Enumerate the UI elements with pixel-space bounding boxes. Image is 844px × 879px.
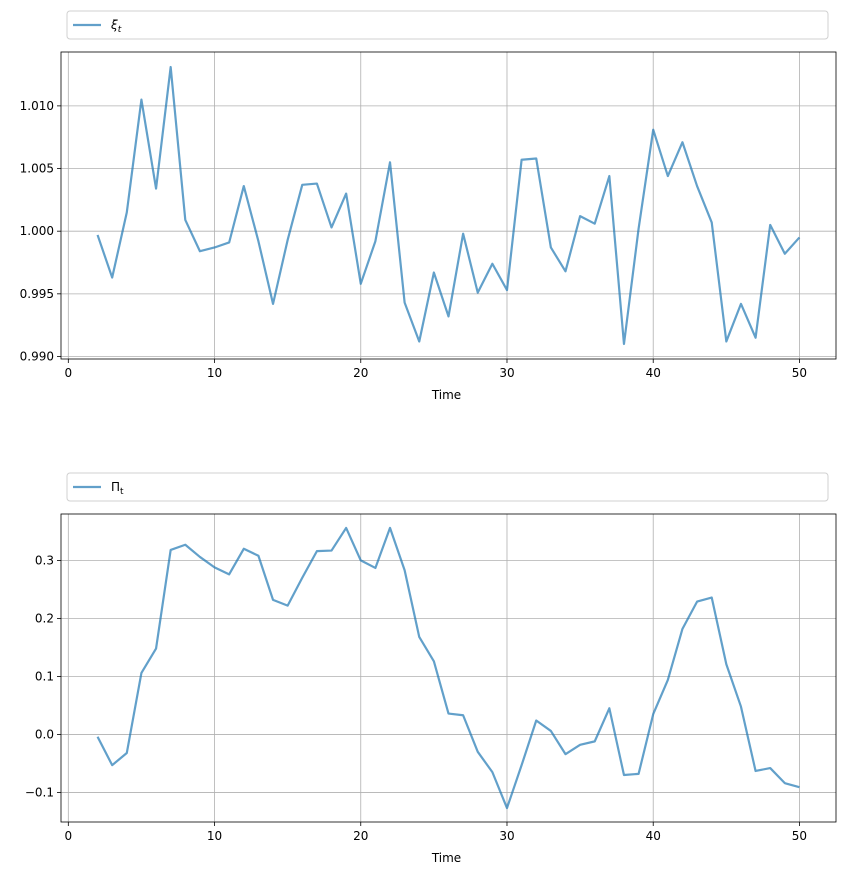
legend-label: Πt xyxy=(111,480,124,497)
x-tick-label: 10 xyxy=(207,366,222,380)
x-tick-label: 10 xyxy=(207,829,222,843)
x-axis-label: Time xyxy=(431,388,461,402)
y-tick-label: 0.0 xyxy=(35,727,54,741)
x-tick-label: 50 xyxy=(792,366,807,380)
x-tick-label: 50 xyxy=(792,829,807,843)
chart-2-axes-frame xyxy=(60,513,837,823)
y-tick-label: 0.1 xyxy=(35,669,54,683)
y-tick-label: 1.010 xyxy=(20,99,54,113)
y-tick-label: 0.990 xyxy=(20,349,54,363)
chart-2-series-line xyxy=(96,526,800,810)
legend-label: ξt xyxy=(110,18,122,35)
chart-1-legend: ξt xyxy=(66,10,829,40)
x-tick-label: 0 xyxy=(64,366,72,380)
x-tick-label: 30 xyxy=(499,829,514,843)
chart-1-series-line xyxy=(96,65,801,346)
x-tick-label: 30 xyxy=(499,366,514,380)
chart-2-grid xyxy=(61,514,836,822)
legend-box xyxy=(66,10,829,40)
y-tick-label: −0.1 xyxy=(25,785,54,799)
x-tick-label: 40 xyxy=(646,366,661,380)
y-tick-label: 0.3 xyxy=(35,553,54,567)
y-tick-label: 1.000 xyxy=(20,224,54,238)
x-tick-label: 20 xyxy=(353,829,368,843)
x-tick-label: 20 xyxy=(353,366,368,380)
legend-box xyxy=(66,472,829,502)
chart-1: ξt 0 10 20 30 40 50 0.990 0.995 1.000 1.005 1.010 Ti… xyxy=(20,10,837,402)
y-tick-label: 0.2 xyxy=(35,611,54,625)
chart-2: Πt 0 10 20 30 40 50 −0.1 0.0 0.1 0.2 0.3 Time xyxy=(25,472,837,865)
chart-1-axes-frame xyxy=(60,51,837,360)
x-tick-label: 0 xyxy=(64,829,72,843)
x-tick-label: 40 xyxy=(646,829,661,843)
y-tick-label: 1.005 xyxy=(20,162,54,176)
x-axis-label: Time xyxy=(431,851,461,865)
y-tick-label: 0.995 xyxy=(20,287,54,301)
chart-2-legend: Πt xyxy=(66,472,829,502)
